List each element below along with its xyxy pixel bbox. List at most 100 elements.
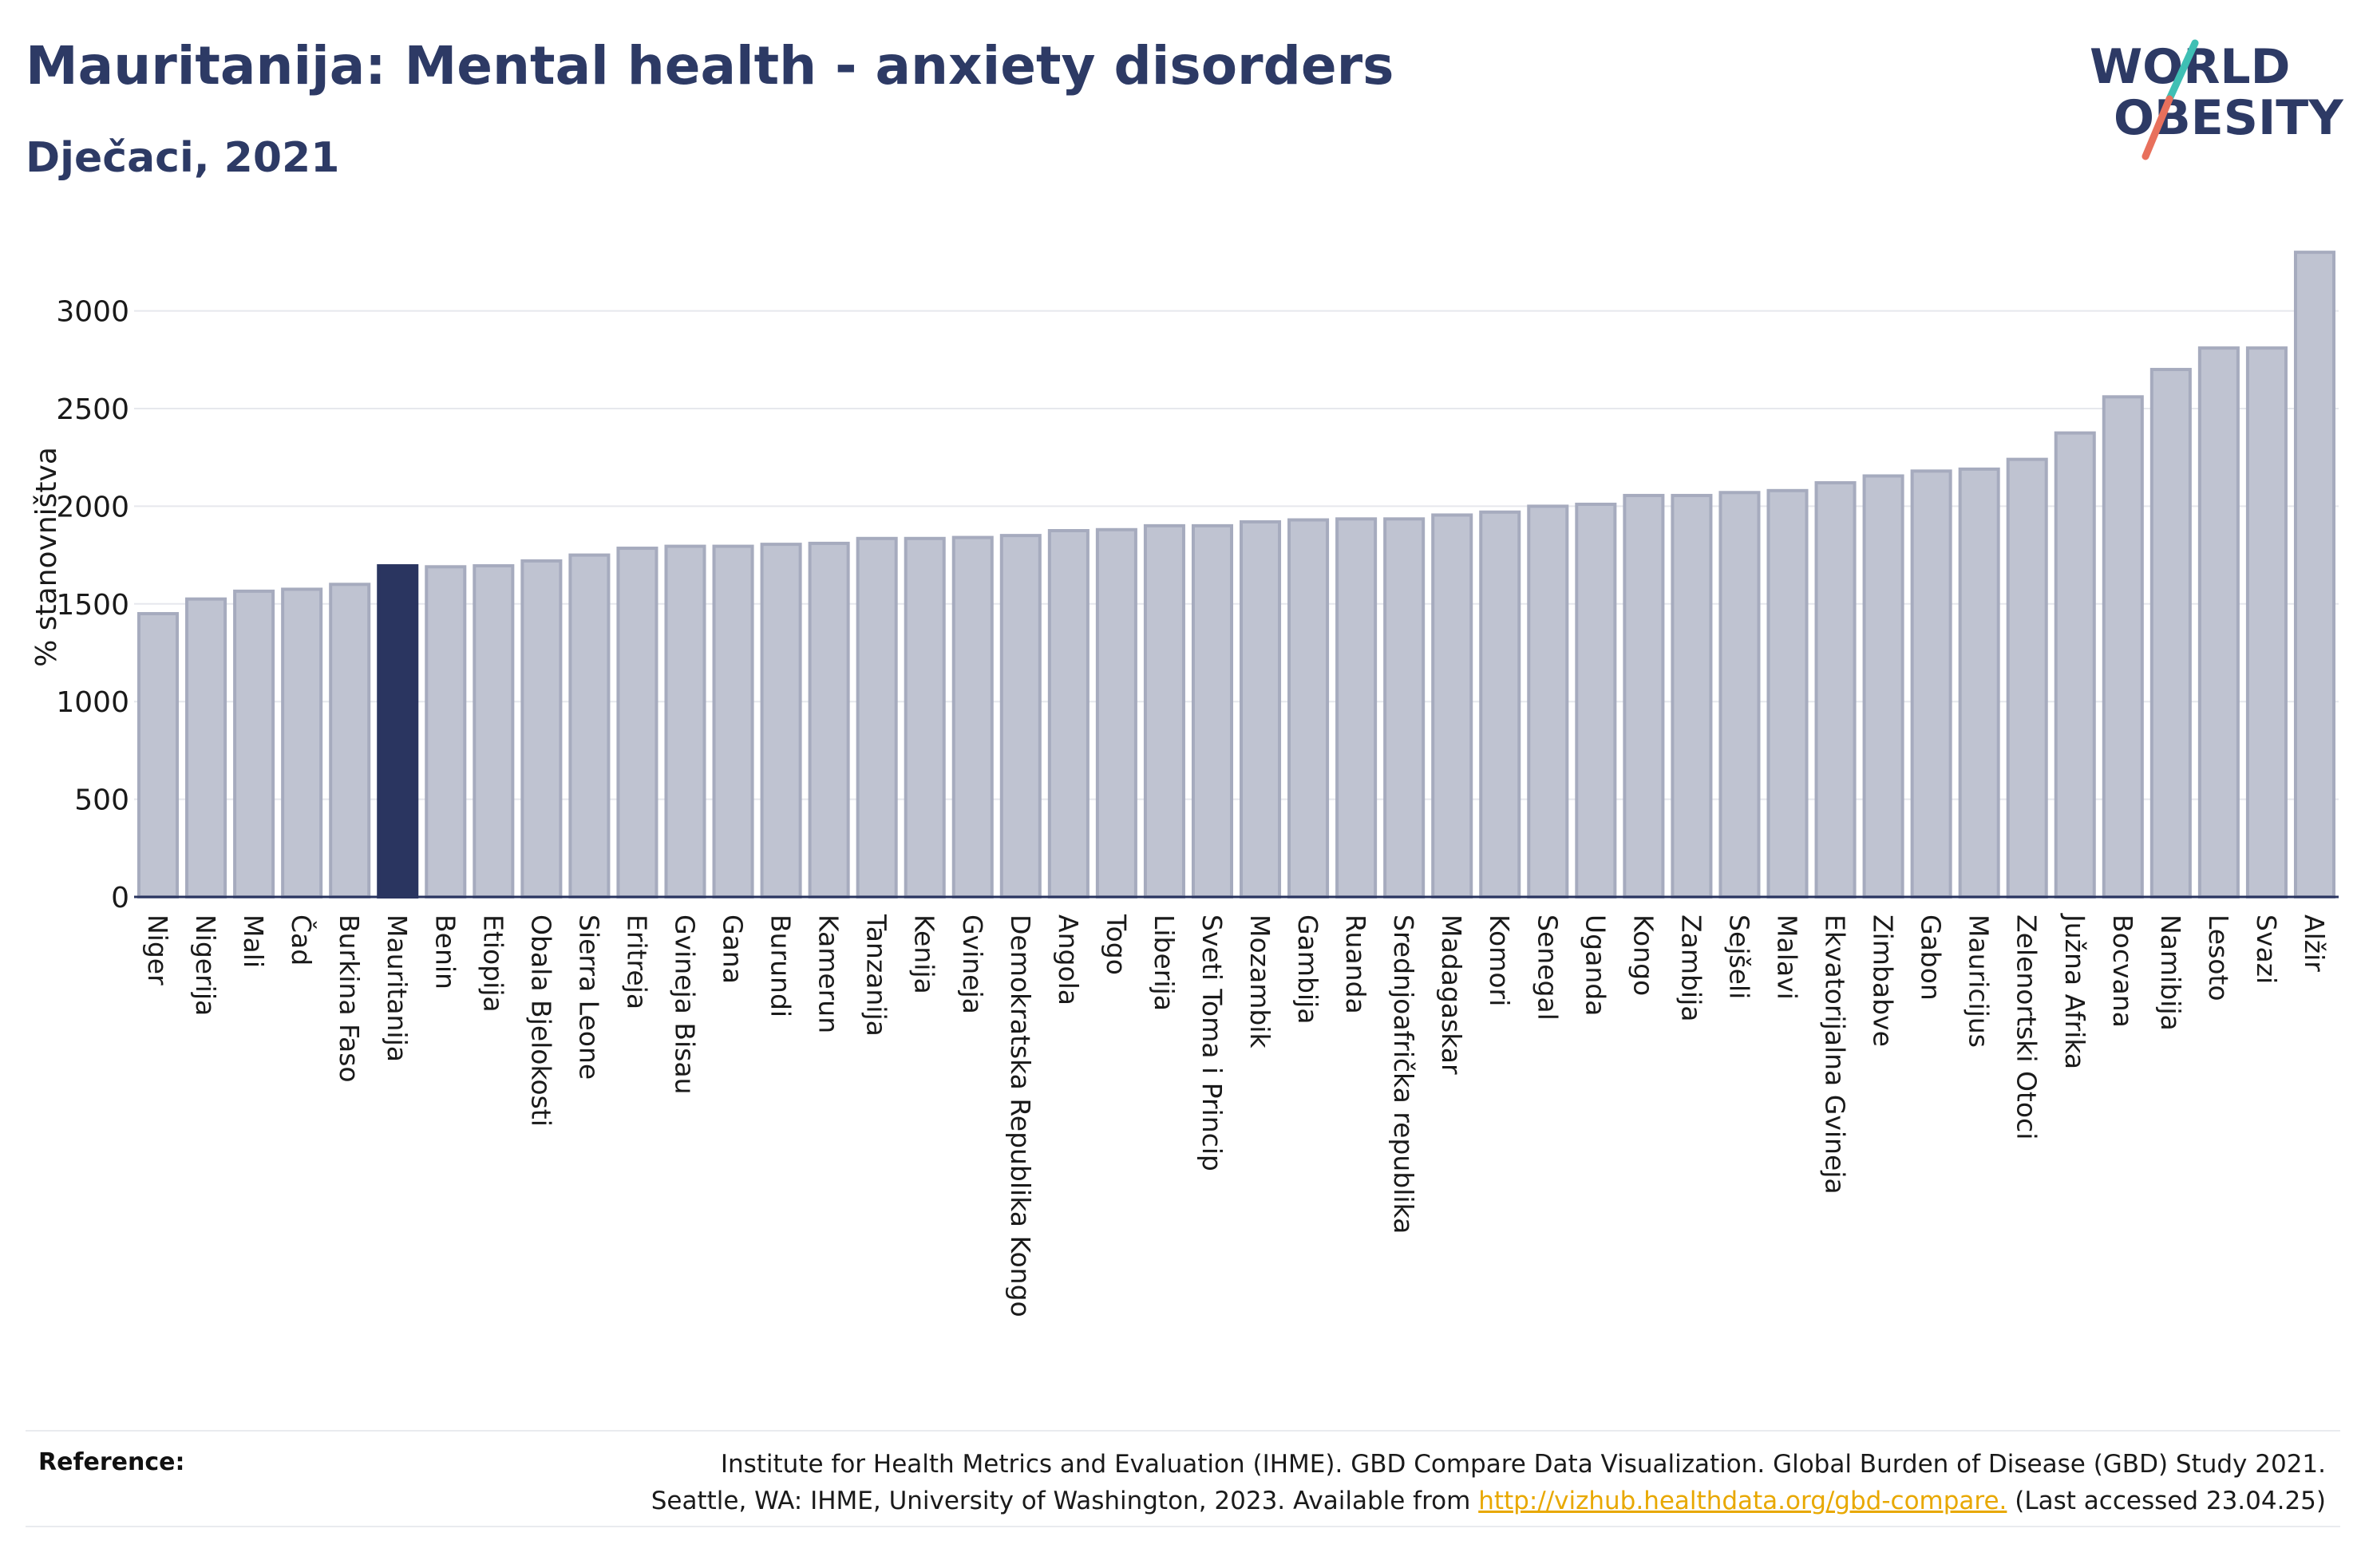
bar-sejšeli xyxy=(1718,491,1761,899)
x-tick-label: Lesoto xyxy=(2203,914,2234,1001)
bar-sveti-toma-i-princip xyxy=(1191,523,1233,899)
x-tick-label: Sveti Toma i Princip xyxy=(1196,914,1228,1171)
bar-gabon xyxy=(1910,469,1952,899)
x-tick-label: Obala Bjelokosti xyxy=(525,914,556,1127)
bar-gambija xyxy=(1287,518,1330,899)
x-tick-label: Zelenortski Otoci xyxy=(2011,914,2043,1139)
bar-demokratska-republika-kongo xyxy=(999,534,1042,899)
reference-text: Institute for Health Metrics and Evaluat… xyxy=(490,1446,2326,1519)
x-tick-label: Gambija xyxy=(1292,914,1323,1024)
x-tick-label: Svazi xyxy=(2251,914,2282,984)
x-tick-label: Kamerun xyxy=(813,914,844,1033)
y-tick-label: 1500 xyxy=(56,589,129,622)
x-tick-label: Srednjoafrička republika xyxy=(1388,914,1419,1234)
y-tick-label: 3000 xyxy=(56,296,129,329)
bar-gvineja xyxy=(951,535,994,899)
bar-nigerija xyxy=(185,597,227,899)
bar-benin xyxy=(425,565,467,899)
bar-chart: 0 500 1000 1500 2000 2500 3000 Niger Nigerija Ma… xyxy=(30,251,2339,1317)
logo-slash-red xyxy=(2142,95,2173,160)
bar-tanzanija xyxy=(856,536,898,899)
bar-kenija xyxy=(904,536,946,899)
x-tick-label: Demokratska Republika Kongo xyxy=(1005,914,1036,1317)
y-tick-label: 500 xyxy=(74,784,129,817)
reference-line2-end: (Last accessed 23.04.25) xyxy=(2007,1487,2326,1515)
bar-mauricijus xyxy=(1958,467,2000,899)
x-tick-label: Tanzanija xyxy=(861,914,892,1037)
x-tick-label: Madagaskar xyxy=(1436,914,1467,1075)
bar-mauritanija xyxy=(377,564,419,899)
bar-etiopija xyxy=(473,564,515,899)
x-tick-label: Ekvatorijalna Gvineja xyxy=(1820,914,1851,1195)
x-tick-label: Sierra Leone xyxy=(573,914,604,1080)
bar-madagaskar xyxy=(1431,513,1473,899)
x-tick-label: Čad xyxy=(286,914,318,966)
bar-gvineja-bisau xyxy=(664,544,706,899)
bar-sierra-leone xyxy=(568,553,611,899)
bars xyxy=(137,251,2335,899)
x-tick-label: Alžir xyxy=(2299,914,2330,972)
reference-link[interactable]: http://vizhub.healthdata.org/gbd-compare… xyxy=(1478,1487,2007,1515)
bar-srednjoafrička-republika xyxy=(1383,517,1426,899)
x-tick-label: Mauricijus xyxy=(1964,914,1995,1048)
bar-eritreja xyxy=(616,547,658,899)
bar-ruanda xyxy=(1335,517,1378,899)
bar-burkina-faso xyxy=(329,583,371,899)
bar-namibija xyxy=(2149,368,2192,899)
reference-line1: Institute for Health Metrics and Evaluat… xyxy=(720,1450,2326,1479)
x-tick-label: Uganda xyxy=(1580,914,1611,1016)
reference-top-divider xyxy=(26,1430,2340,1432)
x-tick-label: Komori xyxy=(1484,914,1515,1006)
bar-niger xyxy=(137,612,180,899)
x-tick-label: Liberija xyxy=(1149,914,1180,1011)
x-tick-label: Gvineja Bisau xyxy=(670,914,701,1095)
x-tick-label: Kongo xyxy=(1627,914,1659,996)
logo-slash-teal xyxy=(2165,39,2199,103)
bar-čad xyxy=(281,587,323,899)
bar-kongo xyxy=(1623,493,1665,899)
x-tick-label: Južna Afrika xyxy=(2059,913,2090,1069)
x-tick-label: Zimbabve xyxy=(1868,914,1899,1047)
y-tick-label: 2000 xyxy=(56,491,129,523)
chart-subtitle: Dječaci, 2021 xyxy=(26,134,340,182)
bar-ekvatorijalna-gvineja xyxy=(1814,481,1857,899)
x-tick-label: Zambija xyxy=(1675,914,1706,1021)
reference-line2-start: Seattle, WA: IHME, University of Washing… xyxy=(651,1487,1479,1515)
bar-uganda xyxy=(1575,502,1617,899)
bar-kamerun xyxy=(808,541,850,899)
reference-bottom-divider xyxy=(26,1526,2340,1527)
bar-togo xyxy=(1095,527,1137,899)
y-tick-labels: 0 500 1000 1500 2000 2500 3000 xyxy=(56,296,129,914)
bar-lesoto xyxy=(2197,346,2240,899)
bar-obala-bjelokosti xyxy=(520,559,563,899)
x-tick-label: Senegal xyxy=(1532,914,1563,1021)
x-tick-label: Gvineja xyxy=(957,914,988,1014)
x-tick-label: Burkina Faso xyxy=(334,914,365,1083)
x-tick-label: Angola xyxy=(1053,914,1084,1005)
x-tick-label: Mali xyxy=(238,914,269,968)
bar-južna-afrika xyxy=(2054,431,2096,899)
y-tick-label: 2500 xyxy=(56,393,129,426)
x-tick-labels: Niger Nigerija Mali Čad Burkina Faso Mauritan… xyxy=(142,913,2330,1317)
bar-zelenortski-otoci xyxy=(2006,457,2048,899)
x-tick-label: Burundi xyxy=(765,914,797,1017)
bar-senegal xyxy=(1527,504,1569,899)
y-tick-label: 0 xyxy=(111,882,129,914)
bar-alžir xyxy=(2293,251,2335,899)
x-tick-label: Mauritanija xyxy=(382,914,413,1062)
x-tick-label: Namibija xyxy=(2155,914,2186,1031)
x-tick-label: Togo xyxy=(1101,914,1132,975)
bar-zimbabve xyxy=(1862,474,1904,899)
x-tick-label: Nigerija xyxy=(190,914,221,1016)
x-tick-label: Ruanda xyxy=(1340,914,1371,1014)
x-tick-label: Gana xyxy=(718,914,749,984)
reference-line2: Seattle, WA: IHME, University of Washing… xyxy=(490,1483,2326,1519)
x-tick-label: Mozambik xyxy=(1244,914,1275,1049)
x-tick-label: Malavi xyxy=(1772,914,1803,1000)
bar-liberija xyxy=(1143,523,1185,899)
x-tick-label: Sejšeli xyxy=(1723,914,1754,999)
bar-gana xyxy=(712,544,754,899)
y-axis-label: % stanovništva xyxy=(30,447,63,667)
bar-angola xyxy=(1047,529,1090,899)
bar-bocvana xyxy=(2102,395,2144,899)
